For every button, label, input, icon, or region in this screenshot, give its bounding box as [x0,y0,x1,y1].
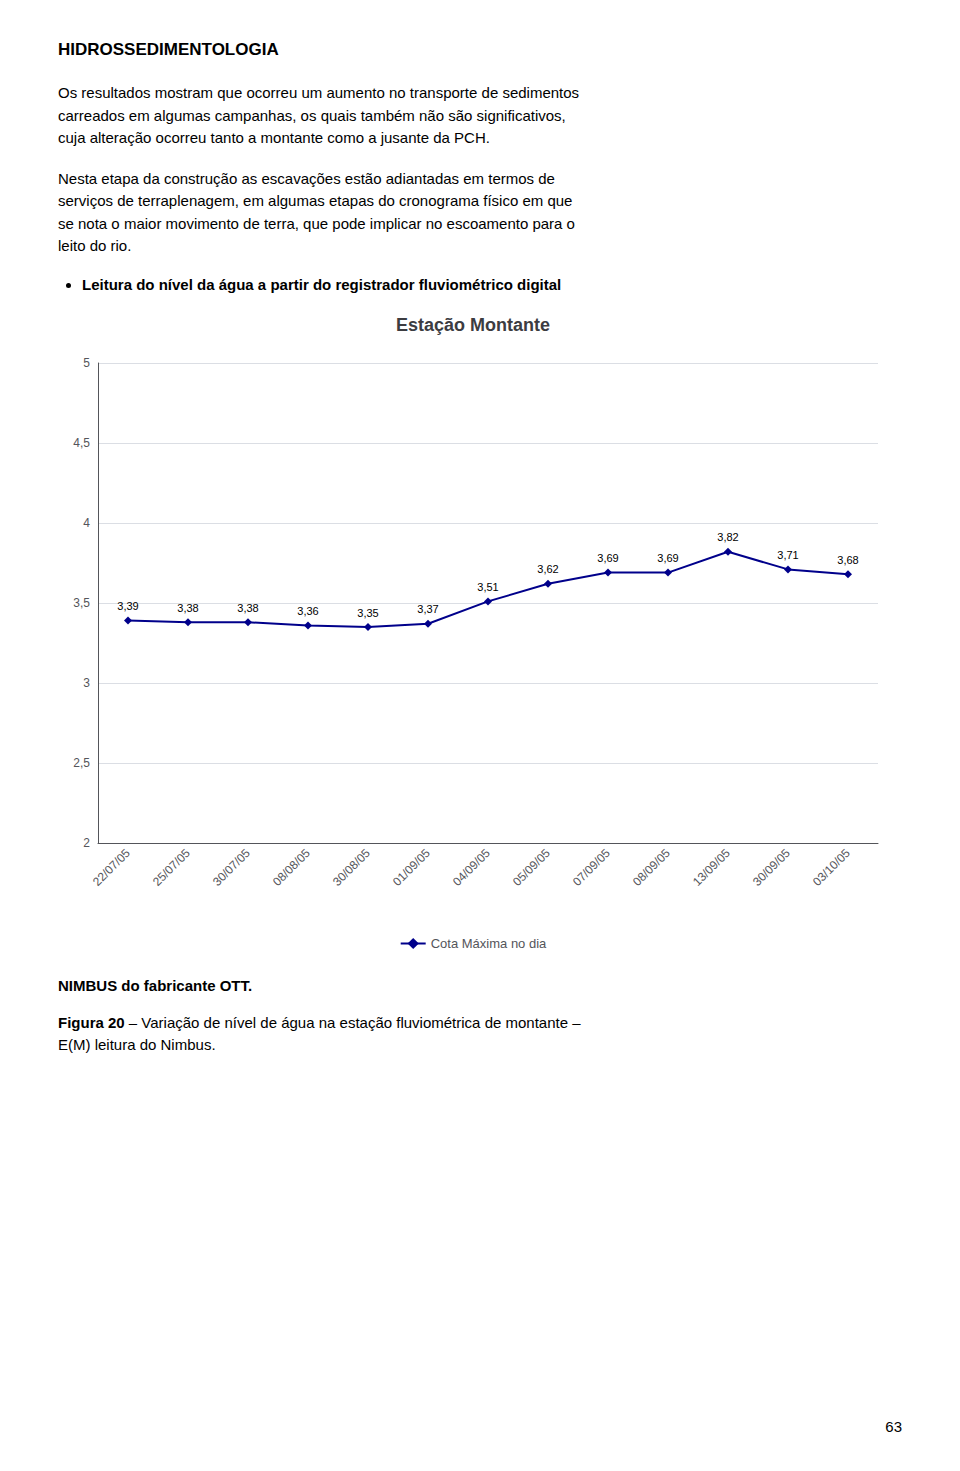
svg-text:3,35: 3,35 [357,606,378,618]
svg-text:3,38: 3,38 [177,601,198,613]
svg-text:30/09/05: 30/09/05 [750,845,793,888]
svg-text:Estação Montante: Estação Montante [396,315,550,335]
html-text:63: 63 [885,1418,902,1435]
svg-text:3,36: 3,36 [297,604,318,616]
svg-text:2: 2 [83,836,90,850]
svg-text:3,51: 3,51 [477,580,498,592]
svg-text:3,68: 3,68 [837,553,858,565]
svg-text:4: 4 [83,516,90,530]
html-text:HIDROSSEDIMENTOLOGIA: HIDROSSEDIMENTOLOGIA [58,40,279,59]
svg-text:08/08/05: 08/08/05 [270,845,313,888]
svg-text:3,39: 3,39 [117,600,138,612]
svg-text:13/09/05: 13/09/05 [690,845,733,888]
svg-text:25/07/05: 25/07/05 [150,845,193,888]
svg-text:2,5: 2,5 [73,756,90,770]
svg-text:04/09/05: 04/09/05 [450,845,493,888]
svg-text:5: 5 [83,356,90,370]
svg-text:30/07/05: 30/07/05 [210,845,253,888]
svg-text:3,69: 3,69 [657,552,678,564]
svg-text:3,71: 3,71 [777,548,798,560]
svg-text:Cota Máxima no dia: Cota Máxima no dia [431,936,547,951]
svg-text:30/08/05: 30/08/05 [330,845,373,888]
html-text:Leitura do nível da água a par: Leitura do nível da água a partir do reg… [82,275,562,293]
svg-text:3,69: 3,69 [597,552,618,564]
svg-text:3,62: 3,62 [537,563,558,575]
svg-text:05/09/05: 05/09/05 [510,845,553,888]
svg-text:3,5: 3,5 [73,596,90,610]
html-text:Os resultados mostram que ocor: Os resultados mostram que ocorreu um aum… [58,84,580,146]
svg-text:3,82: 3,82 [717,531,738,543]
svg-text:03/10/05: 03/10/05 [810,845,853,888]
svg-text:07/09/05: 07/09/05 [570,845,613,888]
svg-text:3: 3 [83,676,90,690]
html-text:Figura 20 – Variação de nível: Figura 20 – Variação de nível de água na… [58,1013,581,1053]
svg-text:08/09/05: 08/09/05 [630,845,673,888]
svg-text:22/07/05: 22/07/05 [90,845,133,888]
svg-text:4,5: 4,5 [73,436,90,450]
svg-text:3,37: 3,37 [417,603,438,615]
svg-text:01/09/05: 01/09/05 [390,845,433,888]
html-text:NIMBUS do fabricante OTT.: NIMBUS do fabricante OTT. [58,976,253,994]
svg-text:3,38: 3,38 [237,601,258,613]
html-text:Nesta etapa da construção as e: Nesta etapa da construção as escavações … [58,169,575,254]
